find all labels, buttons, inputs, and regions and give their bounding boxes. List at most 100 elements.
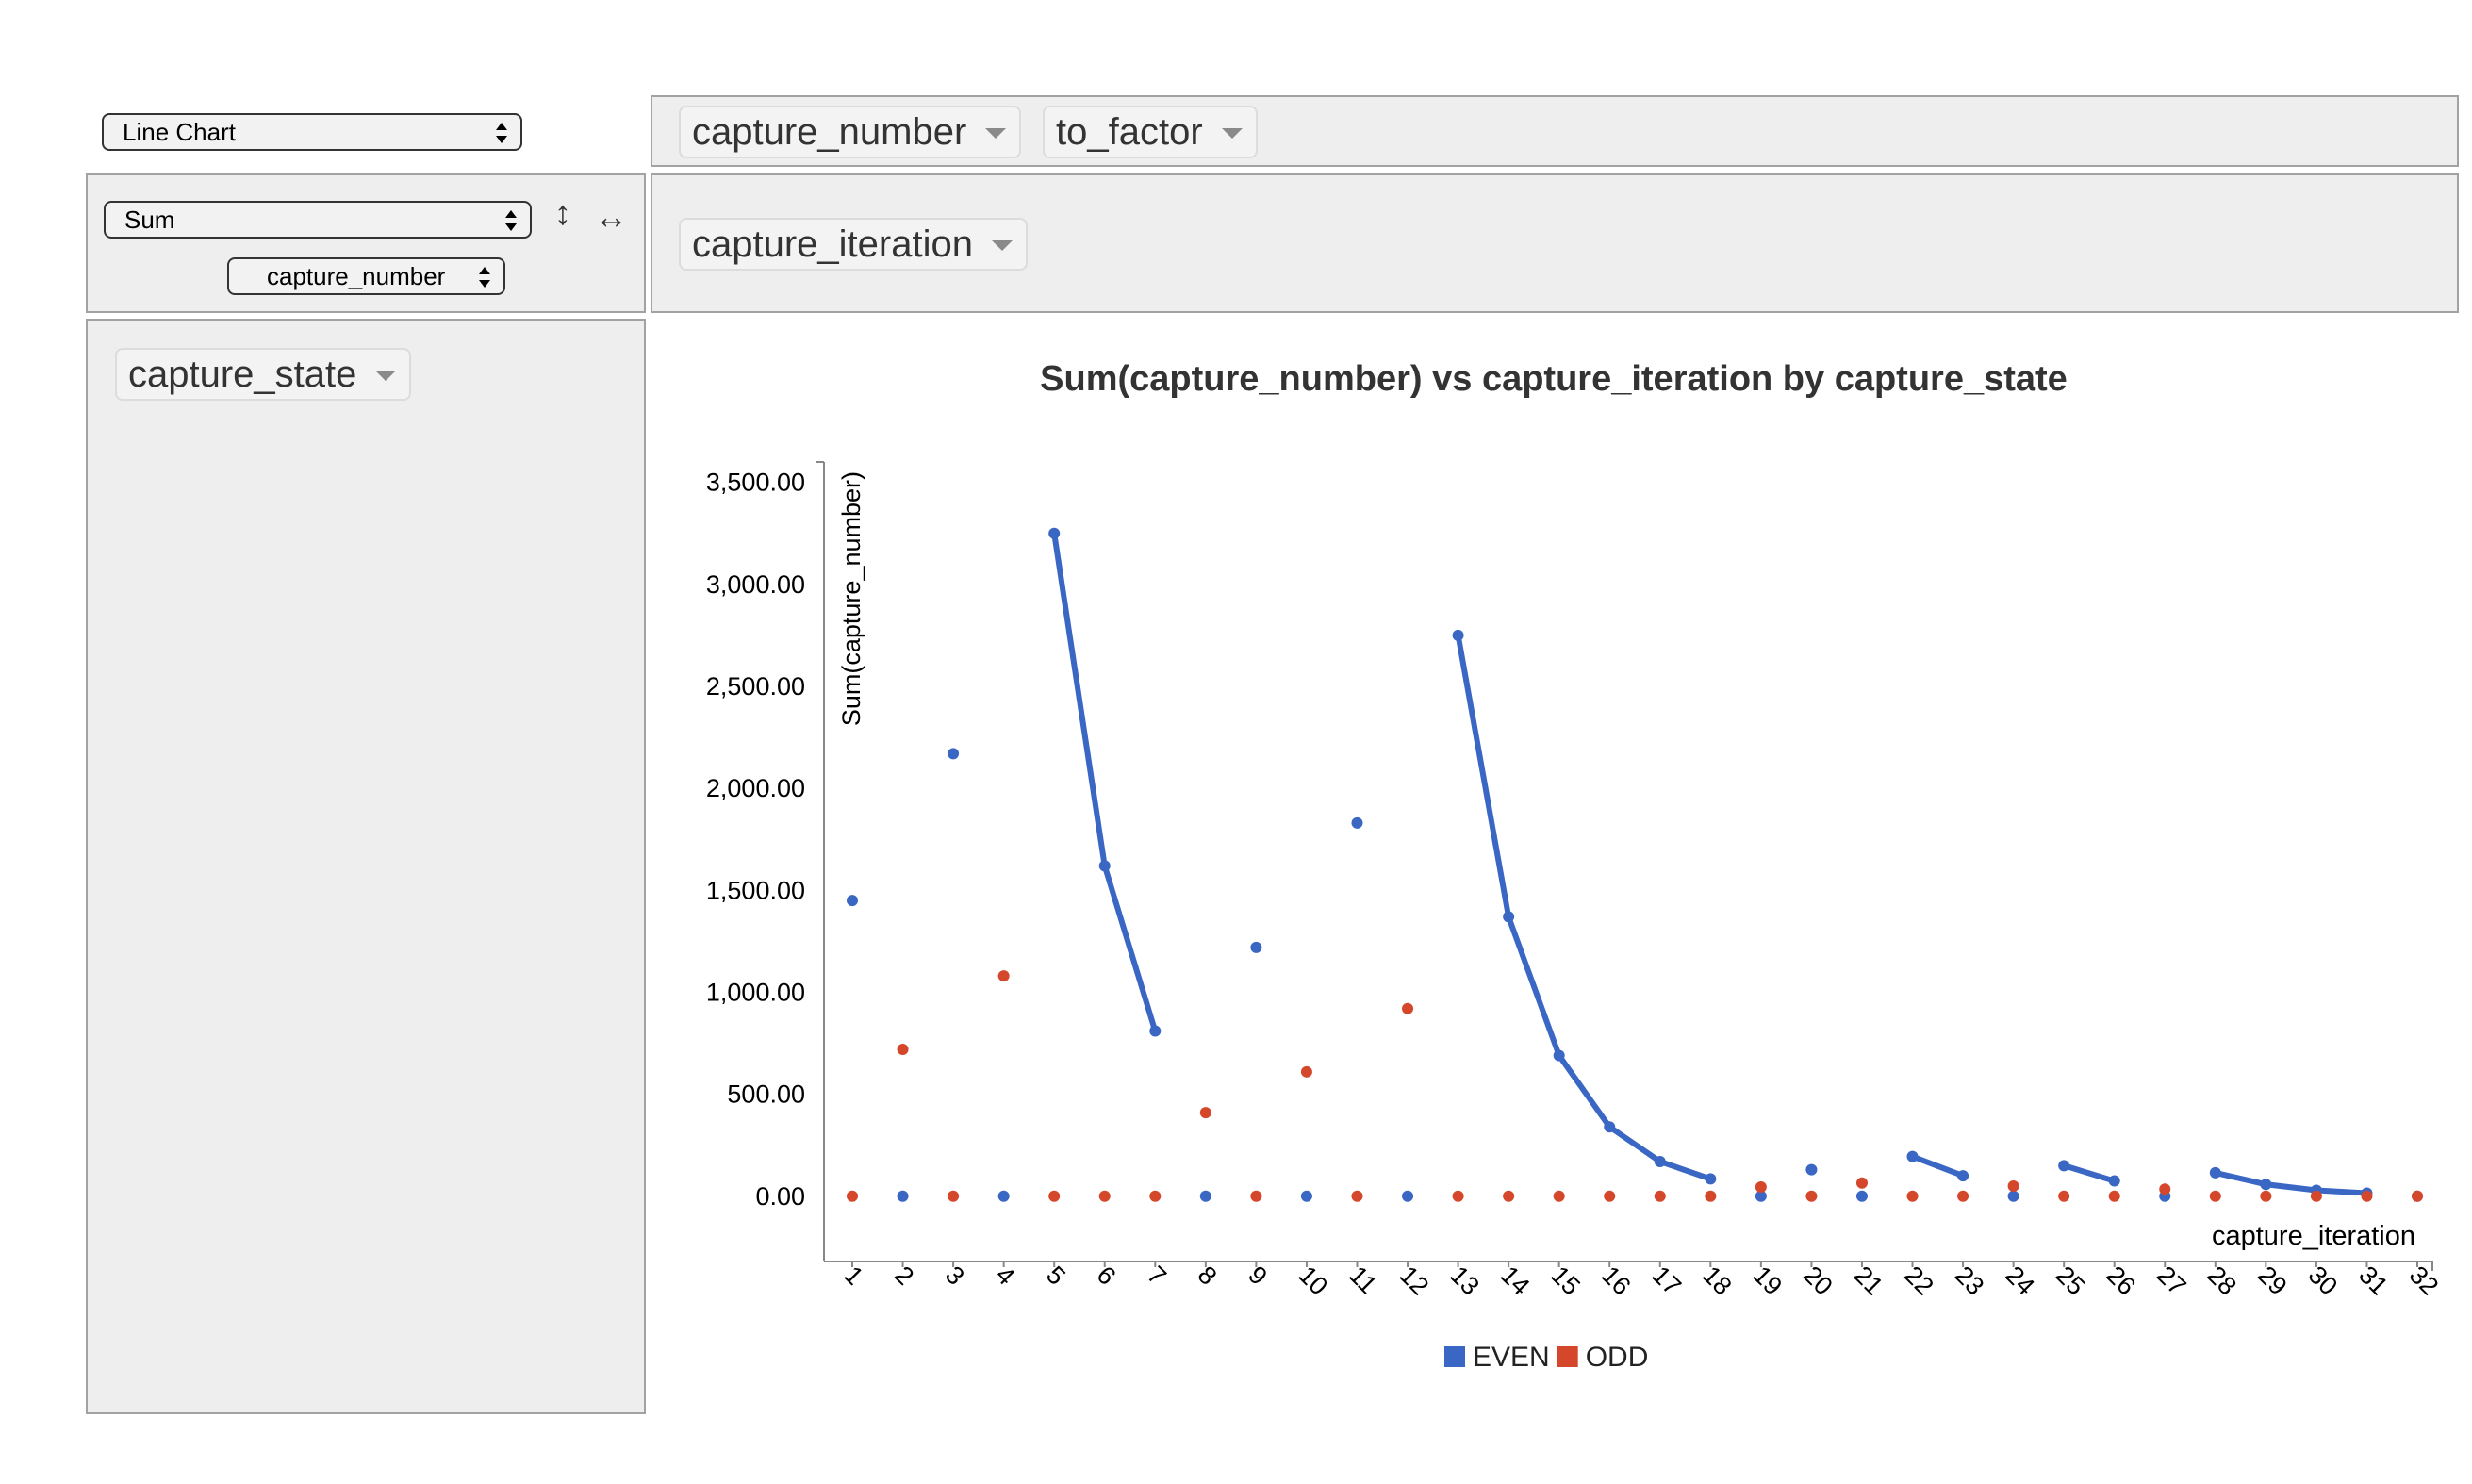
data-point-odd (1452, 1190, 1464, 1202)
data-point-even (1604, 1121, 1616, 1133)
x-tick-label: 9 (1243, 1261, 1273, 1291)
y-tick-label: 3,000.00 (706, 570, 805, 599)
unused-fields-area (86, 319, 646, 1414)
column-field-to-factor[interactable]: to_factor (1043, 106, 1258, 158)
x-tick-label: 4 (990, 1261, 1020, 1291)
y-tick-label: 3,500.00 (706, 469, 805, 497)
data-point-even (1048, 527, 1061, 539)
line-chart: Sum(capture_number) vs capture_iteration… (706, 359, 2444, 1373)
column-field-capture-number[interactable]: capture_number (679, 106, 1022, 158)
x-tick-label: 25 (2051, 1261, 2090, 1300)
data-point-even (1755, 1190, 1767, 1202)
x-tick-label: 10 (1294, 1261, 1333, 1300)
renderer-select[interactable]: Line Chart (102, 113, 522, 151)
dropdown-caret-icon (991, 240, 1013, 251)
data-point-odd (2058, 1190, 2070, 1202)
data-point-even (948, 748, 960, 760)
x-axis-title: capture_iteration (2212, 1221, 2415, 1251)
data-point-odd (1149, 1190, 1162, 1202)
attribute-select-value: capture_number (267, 262, 446, 290)
x-tick-label: 7 (1142, 1261, 1172, 1291)
dropdown-caret-icon (1221, 128, 1243, 139)
series-lines (1051, 530, 2370, 1196)
unused-field-capture-state[interactable]: capture_state (115, 348, 412, 401)
data-point-odd (2007, 1179, 2019, 1192)
y-axis-ticks: 0.00 500.00 1,000.00 1,500.00 2,000.00 2,500.… (706, 469, 805, 1211)
data-point-odd (1553, 1190, 1565, 1202)
x-tick-label: 8 (1193, 1261, 1223, 1291)
data-point-even (1654, 1156, 1666, 1167)
x-tick-label: 20 (1798, 1261, 1838, 1300)
data-point-even (1402, 1190, 1414, 1202)
select-updown-icon (479, 267, 490, 288)
dropdown-caret-icon (375, 371, 397, 381)
data-point-odd (2310, 1190, 2322, 1202)
data-point-odd (1048, 1190, 1061, 1202)
x-tick-label: 1 (839, 1261, 869, 1291)
x-tick-label: 19 (1748, 1261, 1788, 1300)
data-point-odd (1503, 1190, 1515, 1202)
x-tick-label: 16 (1596, 1261, 1636, 1300)
data-point-odd (897, 1044, 909, 1056)
data-point-odd (1300, 1065, 1312, 1078)
row-field-capture-iteration[interactable]: capture_iteration (679, 218, 1028, 271)
data-point-even (1250, 941, 1262, 953)
chart-title: Sum(capture_number) vs capture_iteration… (1040, 359, 2068, 399)
y-tick-label: 1,000.00 (706, 978, 805, 1006)
x-tick-label: 11 (1343, 1261, 1382, 1299)
x-tick-label: 27 (2151, 1261, 2191, 1300)
series-line-even (2212, 1169, 2370, 1196)
y-tick-label: 0.00 (755, 1182, 805, 1211)
dropdown-caret-icon (985, 128, 1007, 139)
attribute-select[interactable]: capture_number (227, 257, 505, 295)
data-point-even (1098, 860, 1111, 872)
data-point-odd (1957, 1190, 1969, 1202)
data-point-even (1452, 629, 1464, 641)
x-tick-label: 31 (2353, 1261, 2393, 1300)
series-points (847, 527, 2423, 1202)
data-point-even (847, 895, 858, 907)
data-point-even (1199, 1190, 1211, 1202)
data-point-even (1855, 1190, 1868, 1202)
row-sort-toggle-icon[interactable]: ↕ (554, 193, 571, 232)
select-updown-icon (505, 210, 517, 231)
data-point-even (1553, 1049, 1565, 1062)
data-point-odd (1250, 1190, 1262, 1202)
legend-label-odd: ODD (1586, 1342, 1649, 1373)
x-tick-label: 15 (1545, 1261, 1585, 1300)
chart-axes (816, 461, 2433, 1271)
data-point-even (1503, 911, 1515, 923)
x-tick-label: 13 (1444, 1261, 1484, 1300)
data-point-odd (2260, 1190, 2272, 1202)
x-tick-label: 2 (889, 1261, 919, 1291)
y-tick-label: 1,500.00 (706, 876, 805, 904)
data-point-odd (2159, 1183, 2171, 1195)
data-point-odd (948, 1190, 960, 1202)
x-tick-label: 21 (1849, 1261, 1888, 1300)
select-updown-icon (496, 123, 507, 143)
aggregator-select[interactable]: Sum (104, 201, 532, 239)
y-axis-title: Sum(capture_number) (837, 471, 865, 726)
x-tick-label: 22 (1899, 1261, 1938, 1300)
col-sort-toggle-icon[interactable]: ↔ (594, 197, 628, 236)
data-point-odd (1705, 1190, 1717, 1202)
data-point-odd (2412, 1190, 2423, 1202)
series-line-even (1909, 1153, 1967, 1179)
chart-legend: EVEN ODD (1444, 1342, 1648, 1373)
data-point-odd (1906, 1190, 1919, 1202)
data-point-odd (2209, 1190, 2221, 1202)
legend-label-even: EVEN (1473, 1342, 1550, 1373)
x-tick-label: 14 (1495, 1261, 1535, 1300)
y-tick-label: 2,000.00 (706, 774, 805, 802)
unused-field-label: capture_state (128, 354, 357, 395)
data-point-even (1906, 1150, 1919, 1162)
data-point-even (2007, 1190, 2019, 1202)
data-point-odd (1755, 1181, 1767, 1194)
column-field-label: to_factor (1056, 111, 1203, 153)
x-tick-label: 3 (940, 1261, 970, 1291)
x-tick-label: 18 (1697, 1261, 1737, 1300)
data-point-even (997, 1190, 1010, 1202)
data-point-even (2260, 1179, 2272, 1191)
x-tick-label: 5 (1041, 1261, 1071, 1291)
x-tick-label: 30 (2303, 1261, 2343, 1300)
